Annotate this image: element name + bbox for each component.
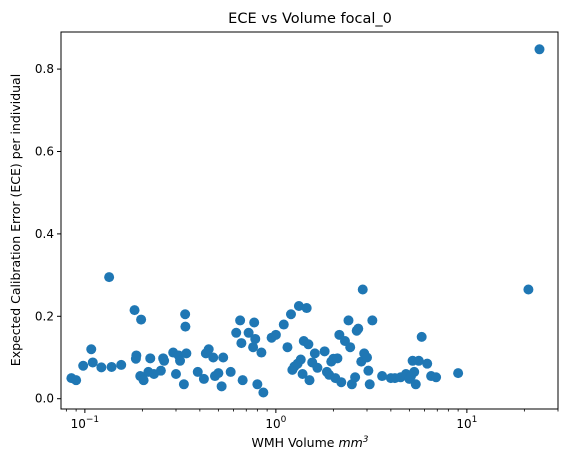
- data-point: [78, 360, 89, 371]
- data-point: [155, 365, 166, 376]
- x-tick-label-base: 10: [265, 417, 280, 431]
- x-tick-label: 100: [265, 415, 286, 431]
- plot-frame: [60, 31, 559, 410]
- data-point: [303, 339, 314, 350]
- data-point: [278, 319, 289, 330]
- data-point: [198, 373, 209, 384]
- data-point: [256, 347, 267, 358]
- data-point: [293, 300, 304, 311]
- data-point: [362, 352, 372, 363]
- data-point: [364, 379, 375, 390]
- data-point: [159, 355, 170, 366]
- data-point: [180, 309, 191, 320]
- data-point: [285, 309, 296, 320]
- data-point: [131, 350, 142, 361]
- data-point: [357, 284, 368, 295]
- data-point: [252, 379, 263, 390]
- data-point: [96, 362, 107, 373]
- y-axis: 0.0 0.2 0.4 0.6 0.8: [35, 62, 61, 406]
- data-point: [345, 342, 356, 353]
- data-point: [175, 355, 186, 366]
- x-tick-label-exponent: 0: [281, 415, 287, 425]
- data-point: [413, 355, 424, 366]
- data-point: [249, 317, 260, 328]
- data-point: [136, 314, 147, 325]
- data-point: [534, 44, 545, 55]
- data-point: [416, 331, 427, 342]
- x-tick-label: 10−1: [71, 415, 100, 431]
- y-tick-label: 0.6: [35, 144, 54, 158]
- x-axis-label-main: WMH Volume: [251, 435, 338, 450]
- data-point: [336, 377, 347, 388]
- data-point: [180, 321, 191, 332]
- data-point: [301, 303, 312, 314]
- data-point: [363, 365, 374, 376]
- data-point: [353, 323, 364, 334]
- data-point: [410, 379, 421, 390]
- data-point: [295, 354, 306, 365]
- x-axis: 10−1 100 101: [65, 409, 559, 431]
- data-point: [129, 305, 140, 316]
- data-point: [270, 329, 281, 340]
- x-axis-label-unit: mm: [338, 435, 362, 450]
- data-point: [250, 333, 261, 344]
- data-point: [367, 315, 378, 326]
- data-point: [218, 352, 229, 363]
- data-point: [431, 372, 442, 383]
- data-point: [297, 368, 308, 379]
- data-point: [343, 315, 354, 326]
- data-point: [282, 342, 293, 353]
- y-tick-label: 0.4: [35, 227, 54, 241]
- x-tick-label-exponent: 1: [472, 415, 478, 425]
- data-point: [87, 357, 98, 368]
- data-point: [86, 344, 97, 355]
- y-tick-label: 0.0: [35, 392, 54, 406]
- data-point: [192, 366, 203, 377]
- data-point: [453, 368, 464, 379]
- x-axis-label: WMH Volume mm3: [251, 435, 368, 450]
- data-point: [138, 375, 149, 386]
- x-tick-label-exponent: −1: [86, 415, 99, 425]
- data-point: [332, 353, 343, 364]
- y-tick-label: 0.2: [35, 309, 54, 323]
- data-point: [181, 348, 192, 359]
- data-point: [71, 375, 82, 386]
- data-point: [319, 346, 330, 357]
- data-point: [106, 361, 117, 372]
- data-point: [312, 362, 323, 373]
- y-tick-label: 0.8: [35, 62, 54, 76]
- data-point: [377, 371, 388, 382]
- x-tick-label-base: 10: [71, 417, 86, 431]
- data-point: [422, 358, 433, 369]
- x-tick-label-base: 10: [456, 417, 471, 431]
- data-point: [231, 327, 242, 338]
- data-point: [203, 344, 214, 355]
- x-tick-label: 101: [456, 415, 477, 431]
- data-point: [225, 366, 236, 377]
- data-point: [236, 338, 247, 349]
- data-point: [116, 359, 127, 370]
- data-point: [304, 375, 315, 386]
- data-point: [170, 368, 181, 379]
- data-point: [248, 342, 259, 353]
- data-point: [145, 353, 156, 364]
- data-point: [309, 348, 320, 359]
- data-point: [208, 352, 219, 363]
- data-point: [523, 284, 534, 295]
- chart-title: ECE vs Volume focal_0: [228, 11, 392, 27]
- data-point: [409, 366, 420, 377]
- data-point: [235, 315, 246, 326]
- data-point: [213, 368, 224, 379]
- data-point: [104, 272, 115, 283]
- x-axis-label-exponent: 3: [363, 435, 369, 445]
- y-axis-label: Expected Calibration Error (ECE) per ind…: [8, 74, 23, 366]
- data-point: [258, 387, 269, 398]
- plot-area: [66, 44, 545, 398]
- data-point: [243, 327, 254, 338]
- data-point: [350, 372, 361, 383]
- data-point: [216, 381, 227, 392]
- data-point: [237, 375, 248, 386]
- data-point: [178, 379, 189, 390]
